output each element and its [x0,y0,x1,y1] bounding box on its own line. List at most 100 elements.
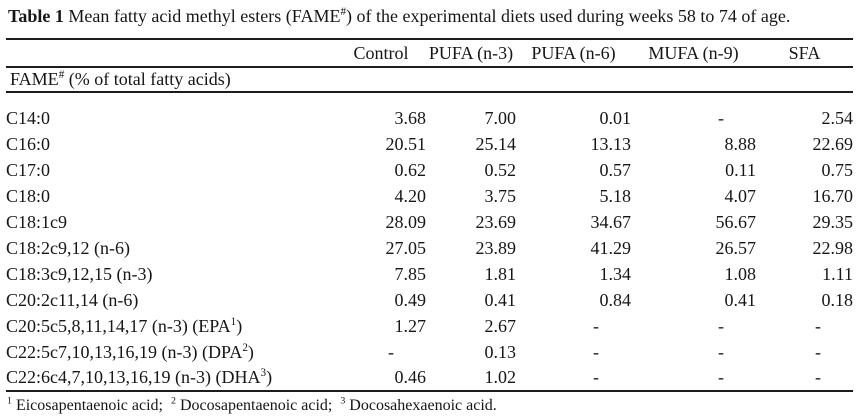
value-cell: 1.02 [484,367,517,387]
value-cell: 3.75 [484,185,517,206]
value-cell: 0.52 [484,159,517,180]
footnote: 1 Eicosapentaenoic acid; 2 Docosapentaen… [7,396,853,415]
row-label: C18:3c9,12,15 (n-3) [6,261,336,287]
value-cell: 20.51 [385,133,427,154]
column-header-empty [6,39,336,67]
row-label: C18:1c9 [6,209,336,235]
value-cell: - [718,107,724,128]
column-header-pufa-n6: PUFA (n-6) [531,42,616,63]
value-cell: 23.89 [475,237,517,258]
value-cell: 0.01 [599,107,632,128]
value-cell: 1.08 [724,263,757,284]
value-cell: 26.57 [715,237,757,258]
value-cell: 7.00 [484,107,517,128]
row-label: C18:2c9,12 (n-6) [6,235,336,261]
value-cell: 0.49 [394,289,427,310]
value-cell: 8.88 [724,133,757,154]
value-cell: 28.09 [385,211,427,232]
row-label-text: C18:0 [6,185,51,206]
value-cell: 0.13 [484,341,517,362]
row-label-text: C18:1c9 [6,211,67,232]
table-row: C18:2c9,12 (n-6) 27.05 23.89 41.29 26.57 22.… [6,235,853,261]
section-header-text: FAME [10,69,59,89]
footnote-sup: 1 [7,395,12,407]
value-cell: - [593,315,599,336]
footnote-item: 1 Eicosapentaenoic acid; [7,395,167,414]
row-label-text: C20:2c11,14 (n-6) [6,289,139,310]
value-cell: 34.67 [590,211,632,232]
value-cell: 0.41 [724,289,757,310]
row-label: C17:0 [6,157,336,183]
value-cell: 16.70 [812,185,854,206]
section-header-text-after: (% of total fatty acids) [64,69,231,89]
value-cell: 1.34 [599,263,632,284]
row-label-text: C20:5c5,8,11,14,17 (n-3) (EPA [6,315,231,336]
value-cell: 5.18 [599,185,632,206]
value-cell: 0.84 [599,289,632,310]
row-label-text: C22:6c4,7,10,13,16,19 (n-3) (DHA [6,367,261,387]
value-cell: - [815,315,821,336]
row-label-sup: 1 [230,315,237,328]
footnote-sup: 3 [340,395,346,407]
row-label-text: C16:0 [6,133,51,154]
row-label-sup: 3 [260,367,267,379]
fame-table: Control PUFA (n-3) PUFA (n-6) MUFA (n-9)… [6,38,853,392]
footnote-item: 2 Docosapentaenoic acid; [171,395,337,414]
row-label: C16:0 [6,131,336,157]
row-label: C20:5c5,8,11,14,17 (n-3) (EPA1) [6,313,336,339]
row-label: C22:5c7,10,13,16,19 (n-3) (DPA2) [6,339,336,365]
table-row: C18:0 4.20 3.75 5.18 4.07 16.70 [6,183,853,209]
row-label: C18:0 [6,183,336,209]
value-cell: - [718,367,724,387]
row-label-sup: 2 [242,341,248,354]
table-row: C17:0 0.62 0.52 0.57 0.11 0.75 [6,157,853,183]
table-row: C18:3c9,12,15 (n-3) 7.85 1.81 1.34 1.08 1.11 [6,261,853,287]
value-cell: 4.20 [394,185,427,206]
section-header-sup: # [58,69,65,81]
table-row: C20:5c5,8,11,14,17 (n-3) (EPA1) 1.27 2.67… [6,313,853,339]
row-label-text: C18:2c9,12 (n-6) [6,237,130,258]
row-label-text-after: ) [266,367,273,387]
table-caption-text-after: ) of the experimental diets used during … [346,6,791,26]
value-cell: 4.07 [724,185,757,206]
value-cell: - [718,341,724,362]
value-cell: 0.62 [394,159,427,180]
row-label-text: C18:3c9,12,15 (n-3) [6,263,153,284]
value-cell: 1.11 [822,263,853,284]
value-cell: 0.18 [821,289,854,310]
value-cell: 0.46 [394,367,427,387]
value-cell: 56.67 [715,211,757,232]
value-cell: - [593,367,599,387]
row-label: C22:6c4,7,10,13,16,19 (n-3) (DHA3) [6,365,336,391]
value-cell: 22.98 [812,237,854,258]
value-cell: 25.14 [475,133,517,154]
value-cell: 0.57 [599,159,632,180]
row-label: C20:2c11,14 (n-6) [6,287,336,313]
column-header-pufa-n3: PUFA (n-3) [428,42,514,63]
value-cell: 3.68 [394,107,427,128]
section-header-row: FAME# (% of total fatty acids) [6,67,853,92]
table-caption-sup: # [340,6,347,18]
row-label: C14:0 [6,105,336,131]
value-cell: - [388,341,394,362]
table-caption: Table 1 Mean fatty acid methyl esters (F… [8,5,853,27]
spacer-row [6,92,853,105]
row-label-text-after: ) [236,315,243,336]
value-cell: 2.54 [821,107,854,128]
value-cell: 23.69 [475,211,517,232]
value-cell: - [815,367,821,387]
value-cell: - [593,341,599,362]
table-row: C22:6c4,7,10,13,16,19 (n-3) (DHA3) 0.46 1… [6,365,853,391]
value-cell: - [815,341,821,362]
value-cell: 29.35 [812,211,854,232]
footnote-item: 3 Docosahexaenoic acid. [340,395,497,414]
row-label-text-after: ) [247,341,254,362]
value-cell: 0.11 [725,159,756,180]
value-cell: 41.29 [590,237,632,258]
row-label-text: C17:0 [6,159,51,180]
footnote-sup: 2 [171,395,176,407]
value-cell: 27.05 [385,237,427,258]
value-cell: 0.41 [484,289,517,310]
value-cell: - [718,315,724,336]
